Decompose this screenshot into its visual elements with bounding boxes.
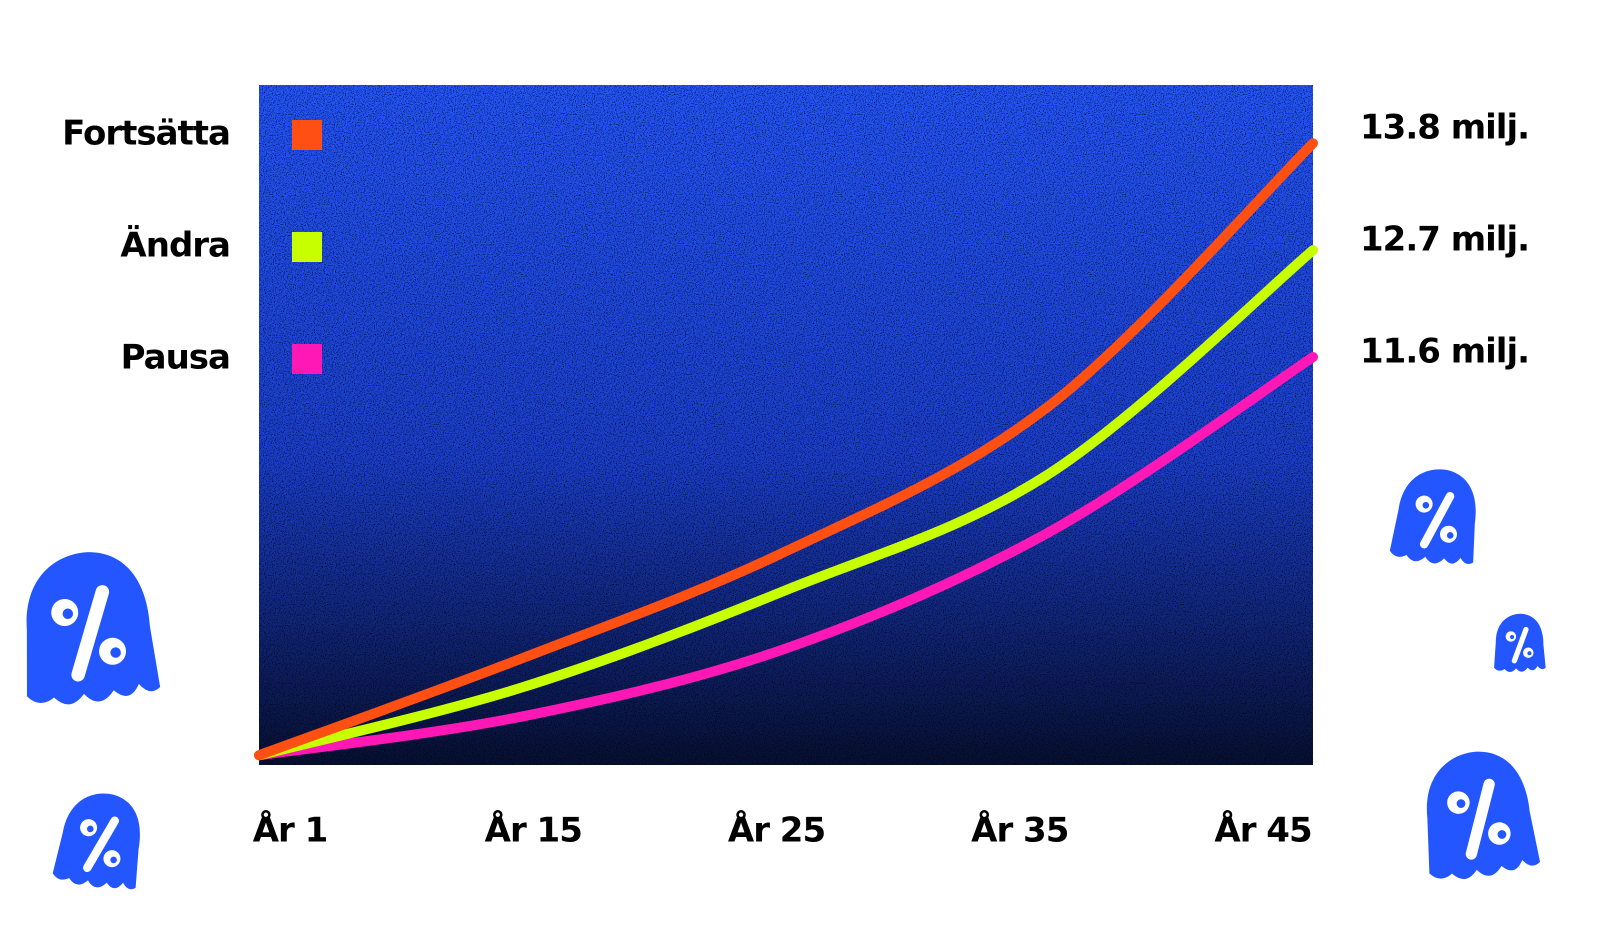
ghost-icon	[52, 787, 151, 895]
legend-swatch	[292, 232, 322, 262]
legend-label: Ändra	[120, 225, 230, 266]
x-tick-label: År 45	[1214, 810, 1311, 851]
series-line	[254, 138, 1318, 761]
ghost-icon	[1417, 746, 1541, 882]
legend-swatch	[292, 344, 322, 374]
series-line	[254, 352, 1318, 761]
x-tick-label: År 25	[728, 810, 825, 851]
ghost-icon	[17, 548, 161, 707]
x-tick-label: År 15	[485, 810, 582, 851]
series-line	[254, 245, 1318, 761]
plot-background	[259, 85, 1313, 765]
value-label: 13.8 milj.	[1360, 108, 1529, 148]
x-tick-label: År 35	[971, 810, 1068, 851]
value-label: 12.7 milj.	[1360, 220, 1529, 260]
ghost-icon	[1389, 464, 1486, 570]
legend-swatch	[292, 120, 322, 150]
legend-label: Fortsätta	[62, 114, 230, 154]
ghost-icon	[1494, 614, 1546, 672]
legend-label: Pausa	[121, 338, 230, 378]
value-label: 11.6 milj.	[1360, 332, 1529, 372]
plot-grain	[259, 85, 1313, 765]
x-tick-label: År 1	[253, 810, 328, 851]
